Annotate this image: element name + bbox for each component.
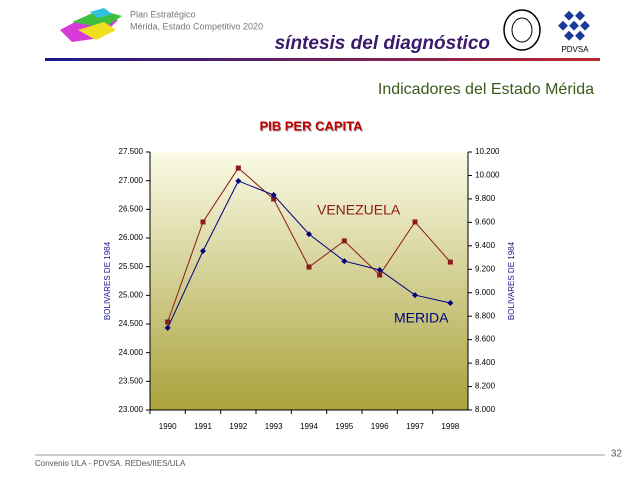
point (200, 247, 206, 254)
point (412, 219, 418, 225)
point (235, 165, 241, 171)
x-tick-label: 1993 (265, 422, 283, 431)
point (447, 259, 453, 265)
y2-tick-label: 10.200 (475, 147, 500, 156)
x-tick-label: 1994 (300, 422, 318, 431)
y2-tick-label: 8.200 (475, 382, 496, 391)
org-line: Mérida, Estado Competitivo 2020 (130, 21, 263, 31)
point (412, 292, 418, 299)
logo-pdvsa (558, 10, 590, 41)
x-tick-label: 1992 (229, 422, 247, 431)
chart-title: PIB PER CAPITA (259, 118, 363, 133)
x-tick-label: 1991 (194, 422, 212, 431)
series-label: VENEZUELA (317, 202, 401, 218)
x-tick-label: 1997 (406, 422, 424, 431)
point (376, 266, 383, 273)
logo-left (60, 8, 122, 42)
y2-tick-label: 9.800 (475, 194, 496, 203)
point (270, 192, 277, 199)
chart: 23.000 23.500 24.000 24.500 25.000 25.500 26.0… (103, 147, 516, 431)
point (447, 300, 454, 307)
footer: Convenio ULA - PDVSA. REDes/IIES/ULA (35, 459, 186, 468)
series-label: MERIDA (394, 310, 449, 326)
org-line: Plan Estratégico (130, 9, 196, 19)
y2-tick-label: 9.200 (475, 264, 496, 273)
point (341, 238, 347, 244)
y-tick-label: 25.500 (119, 262, 144, 271)
y2-tick-label: 8.600 (475, 335, 496, 344)
y2-tick-label: 9.000 (475, 288, 496, 297)
title-shadow: PIB PER CAPITA (260, 119, 364, 134)
plot-area (150, 152, 468, 410)
x-tick-label: 1995 (335, 422, 353, 431)
y-tick-label: 24.000 (119, 348, 144, 357)
y2-axis-label: BOLIVARES DE 1984 (507, 241, 516, 320)
point (306, 264, 312, 270)
y-tick-label: 26.500 (119, 204, 144, 213)
y2-tick-label: 8.800 (475, 311, 496, 320)
y-tick-label: 27.000 (119, 176, 144, 185)
point (271, 196, 277, 202)
point (164, 324, 171, 331)
header-rule (45, 58, 600, 61)
y-tick-label: 27.500 (119, 147, 144, 156)
point (165, 319, 171, 325)
x-tick-label: 1996 (371, 422, 389, 431)
x-tick-label: 1990 (159, 422, 177, 431)
y-tick-label: 23.500 (119, 376, 144, 385)
point (377, 272, 383, 278)
y-tick-label: 25.000 (119, 290, 144, 299)
point (235, 177, 242, 184)
heading: Indicadores del Estado Mérida (378, 81, 594, 98)
section-title: síntesis del diagnóstico (275, 33, 490, 54)
x-tick-label: 1998 (441, 422, 459, 431)
y2-tick-label: 9.600 (475, 217, 496, 226)
y2-tick-label: 8.400 (475, 358, 496, 367)
y-tick-label: 23.000 (119, 405, 144, 414)
y-tick-label: 24.500 (119, 319, 144, 328)
point (200, 219, 206, 225)
point (306, 231, 312, 238)
y-tick-label: 26.000 (119, 233, 144, 242)
logo-text: PDVSA (561, 45, 589, 54)
logo-seal (503, 9, 541, 51)
y2-tick-label: 8.000 (475, 405, 496, 414)
y2-tick-label: 10.000 (475, 171, 500, 180)
y2-tick-label: 9.400 (475, 241, 496, 250)
point (341, 258, 348, 265)
y-axis-label: BOLIVARES DE 1984 (103, 241, 112, 320)
page-number: 32 (611, 449, 623, 460)
